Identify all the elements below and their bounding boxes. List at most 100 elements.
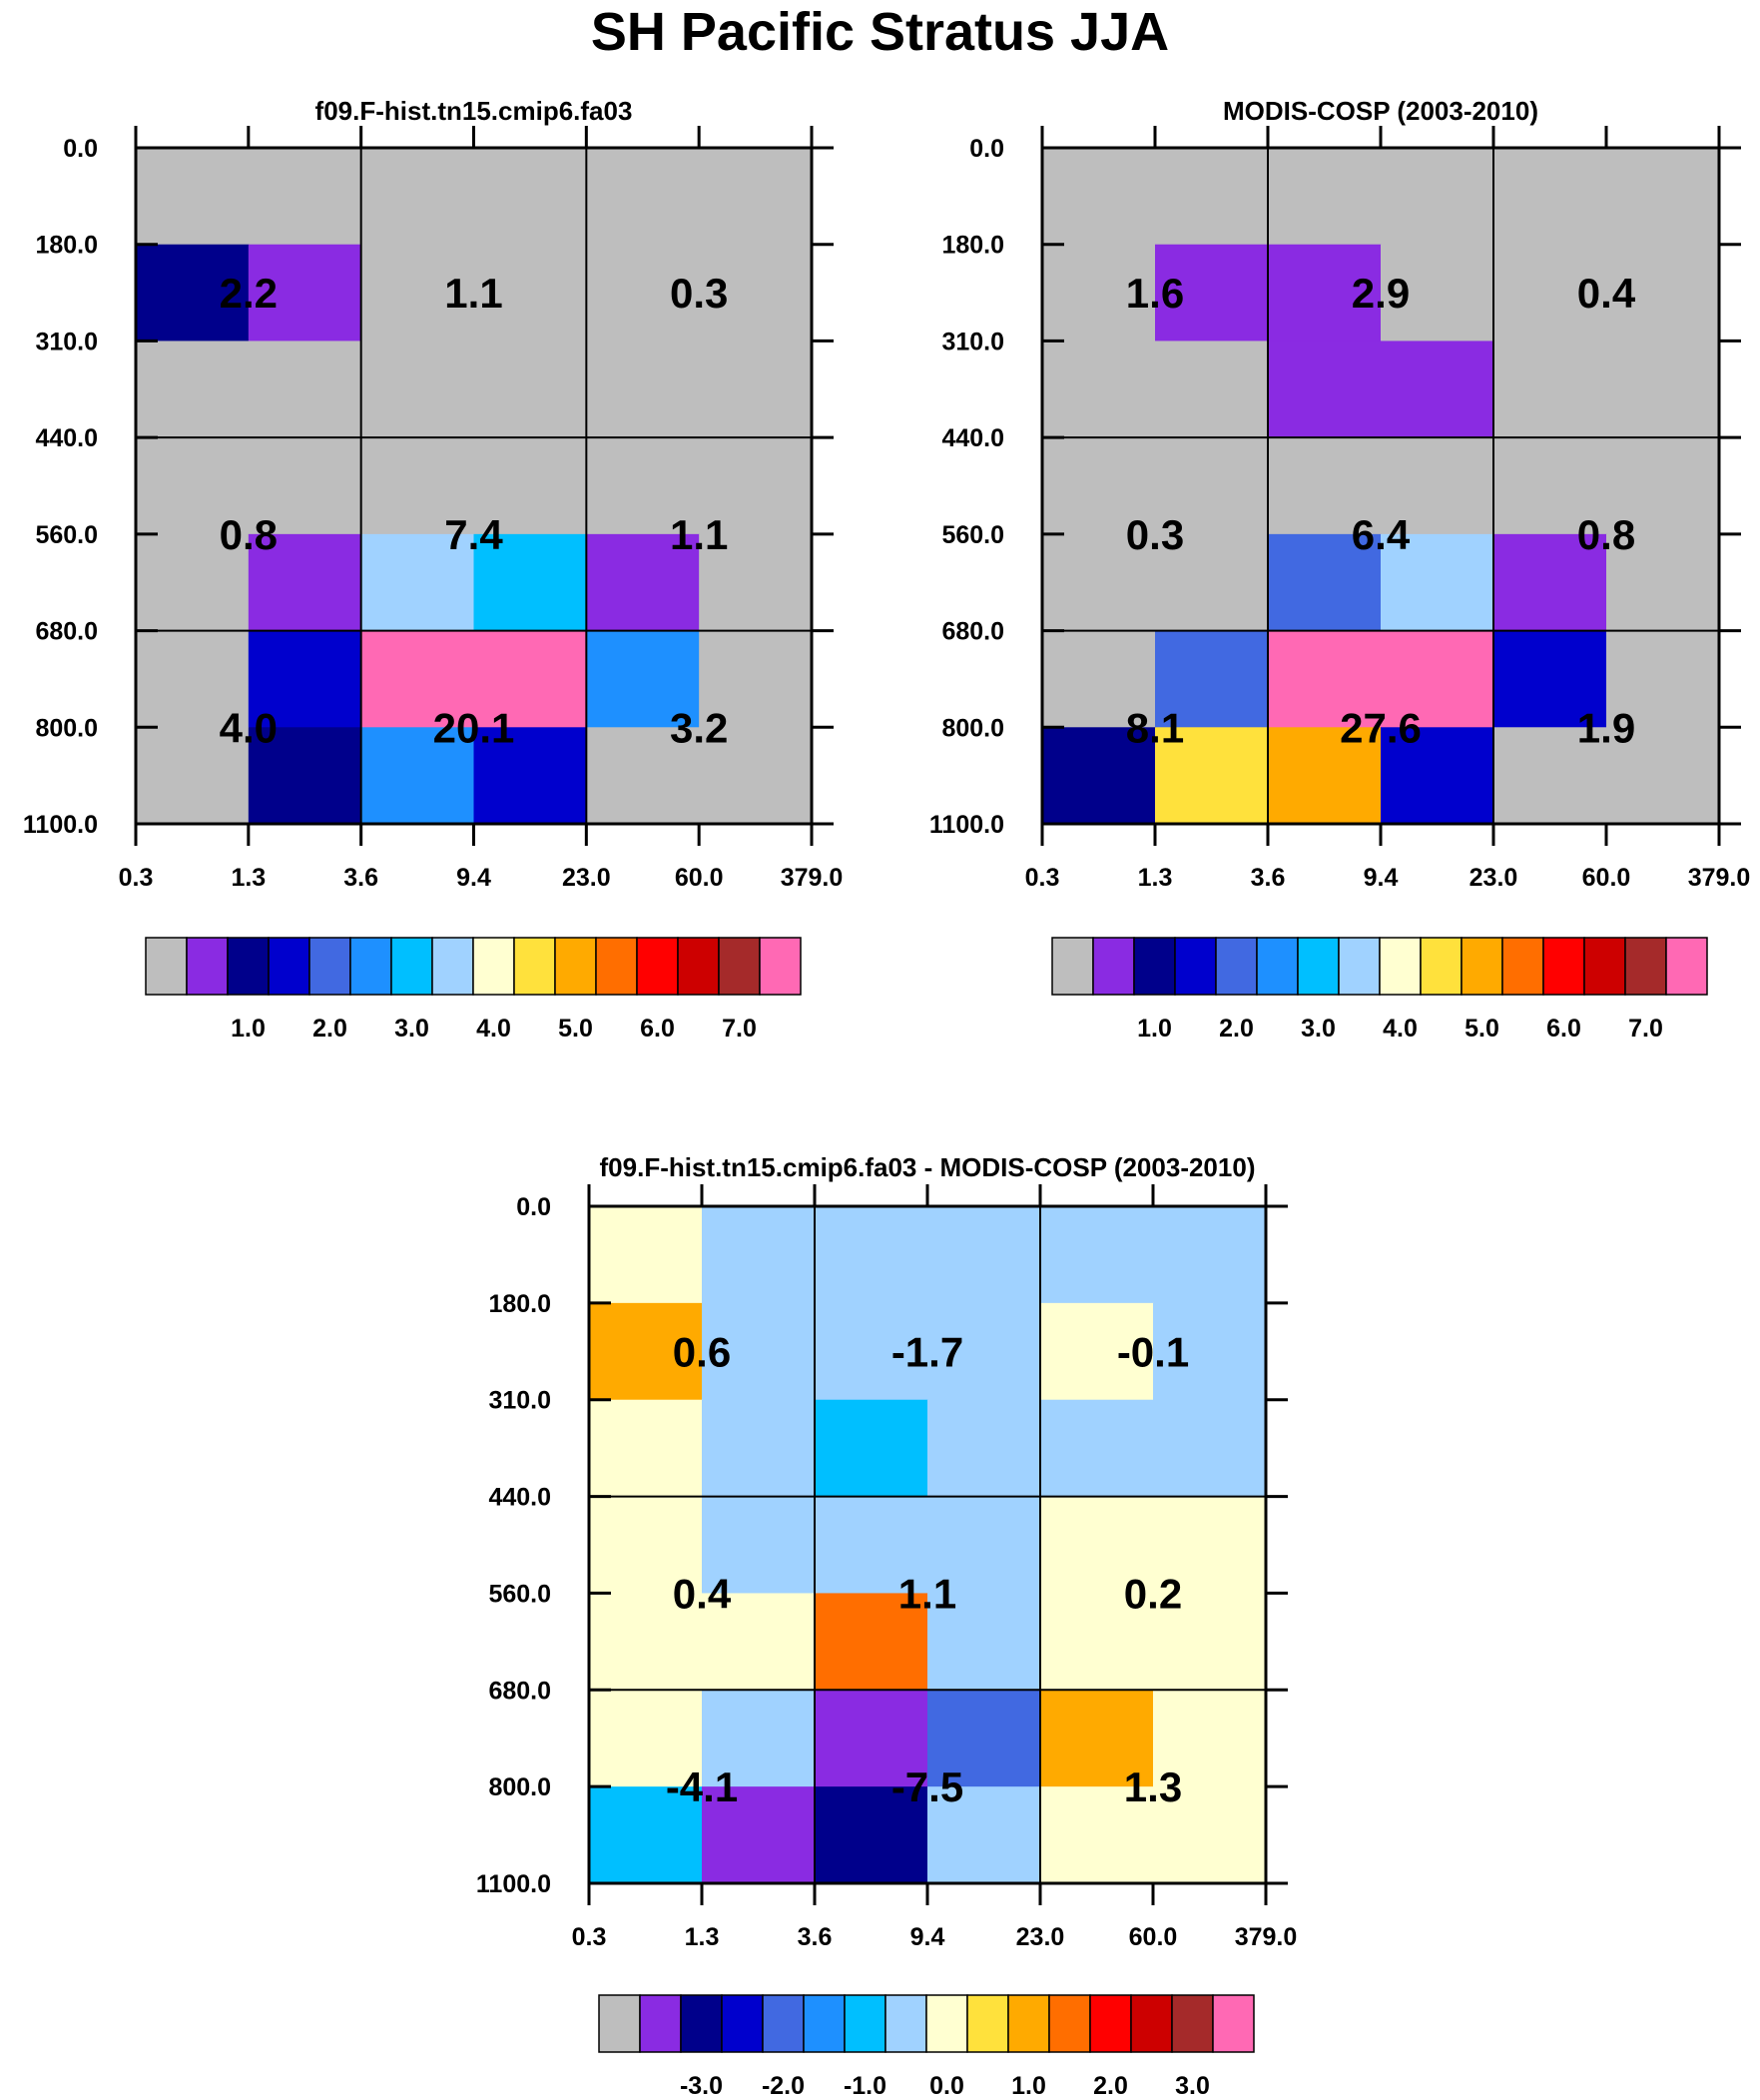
heatmap-cell <box>589 1593 703 1691</box>
heatmap-cell <box>248 437 362 535</box>
heatmap-cell <box>586 244 700 343</box>
colorbar-label: -2.0 <box>762 2072 805 2100</box>
heatmap-cell <box>136 727 250 825</box>
heatmap-cell <box>1155 727 1269 825</box>
x-tick-label: 60.0 <box>1129 1923 1178 1951</box>
heatmap-cell <box>1153 1302 1267 1401</box>
heatmap-cell <box>360 533 475 632</box>
heatmap-cell <box>360 244 475 343</box>
heatmap-cell <box>699 727 813 825</box>
box-value-label: 3.2 <box>670 704 728 751</box>
heatmap-cell <box>927 1206 1041 1304</box>
y-tick-label: 180.0 <box>35 232 98 260</box>
heatmap-cell <box>1268 437 1382 535</box>
heatmap-cell <box>1493 148 1607 246</box>
box-value-label: 0.4 <box>1577 270 1636 317</box>
heatmap-cell <box>1040 1593 1154 1691</box>
x-tick-label: 379.0 <box>1235 1923 1298 1951</box>
y-tick-label: 0.0 <box>969 135 1004 163</box>
heatmap-cell <box>927 1302 1041 1401</box>
heatmap-cell <box>589 1690 703 1787</box>
heatmap-cell <box>699 244 813 343</box>
heatmap-cell <box>815 1302 928 1401</box>
heatmap-cell <box>699 533 813 632</box>
heatmap-cell <box>1042 437 1156 535</box>
heatmap-cell <box>1606 630 1720 728</box>
box-value-label: 0.3 <box>1126 511 1184 558</box>
colorbar-swatch <box>1051 937 1094 996</box>
heatmap-cell <box>1268 630 1382 728</box>
heatmap-cell <box>1493 630 1607 728</box>
heatmap-cell <box>1153 1496 1267 1595</box>
box-value-label: 7.4 <box>444 511 503 558</box>
colorbar-label: 3.0 <box>1301 1015 1336 1043</box>
box-value-label: 0.8 <box>1577 511 1635 558</box>
x-tick-label: 23.0 <box>562 864 611 892</box>
colorbar-label: 6.0 <box>1546 1015 1581 1043</box>
heatmap-cell <box>586 727 700 825</box>
colorbar-swatch <box>598 1994 641 2053</box>
heatmap-cell <box>1381 341 1494 438</box>
box-value-label: 0.3 <box>670 270 728 317</box>
colorbar-swatch <box>1092 937 1135 996</box>
x-tick-label: 60.0 <box>675 864 724 892</box>
colorbar-label: 2.0 <box>1219 1015 1254 1043</box>
box-value-label: 4.0 <box>220 704 278 751</box>
heatmap-cell <box>1493 341 1607 438</box>
colorbar-label: 7.0 <box>1628 1015 1663 1043</box>
heatmap-cell <box>248 630 362 728</box>
heatmap-cell <box>248 244 362 343</box>
colorbar-swatch <box>1089 1994 1132 2053</box>
box-value-label: 1.3 <box>1124 1763 1182 1810</box>
colorbar-swatch <box>1624 937 1667 996</box>
heatmap-cell <box>702 1206 816 1304</box>
colorbar-swatch <box>1212 1994 1255 2053</box>
box-value-label: -7.5 <box>891 1763 963 1810</box>
box-value-label: 8.1 <box>1126 704 1184 751</box>
heatmap-cell <box>702 1399 816 1498</box>
colorbar-label: 5.0 <box>1465 1015 1499 1043</box>
heatmap-cell <box>815 1496 928 1595</box>
y-tick-label: 310.0 <box>35 328 98 355</box>
box-value-label: 0.2 <box>1124 1570 1182 1617</box>
colorbar-swatch <box>1379 937 1422 996</box>
x-tick-label: 0.3 <box>119 864 154 892</box>
heatmap-cell <box>1381 437 1494 535</box>
heatmap-cell <box>1155 437 1269 535</box>
heatmap-cell <box>360 148 475 246</box>
y-tick-label: 680.0 <box>35 618 98 646</box>
y-tick-label: 310.0 <box>488 1387 551 1415</box>
heatmap-cell <box>586 437 700 535</box>
heatmap-cell <box>1606 148 1720 246</box>
heatmap-cell <box>702 1690 816 1787</box>
heatmap-cell <box>586 341 700 438</box>
box-value-label: 20.1 <box>433 704 515 751</box>
colorbar-swatch <box>227 937 270 996</box>
colorbar-label: 0.0 <box>929 2072 964 2100</box>
heatmap-cell <box>473 148 587 246</box>
heatmap-cell <box>1155 148 1269 246</box>
colorbar: -3.0 -2.0 -1.0 0.0 1.0 2.0 3.0 <box>598 1994 1255 2100</box>
box-value-label: 0.8 <box>220 511 278 558</box>
y-tick-label: 680.0 <box>488 1677 551 1705</box>
heatmap-cell <box>815 1206 928 1304</box>
heatmap-cell <box>1268 148 1382 246</box>
heatmap-cell <box>702 1302 816 1401</box>
colorbar-swatch <box>554 937 597 996</box>
heatmap-cell <box>815 1399 928 1498</box>
y-tick-label: 0.0 <box>516 1193 551 1221</box>
heatmap-cell <box>1381 148 1494 246</box>
box-value-label: 0.4 <box>673 1570 732 1617</box>
heatmap-cell <box>473 437 587 535</box>
colorbar-swatch <box>1048 1994 1091 2053</box>
colorbar-label: -1.0 <box>844 2072 886 2100</box>
box-value-label: 27.6 <box>1340 704 1422 751</box>
colorbar-swatch <box>1256 937 1299 996</box>
box-value-label: -0.1 <box>1117 1328 1189 1375</box>
colorbar: 1.0 2.0 3.0 4.0 5.0 6.0 7.0 <box>145 937 802 1043</box>
panel-title: f09.F-hist.tn15.cmip6.fa03 <box>315 96 633 126</box>
colorbar-swatch <box>1461 937 1503 996</box>
heatmap-cell <box>1268 244 1382 343</box>
heatmap-cell <box>586 148 700 246</box>
